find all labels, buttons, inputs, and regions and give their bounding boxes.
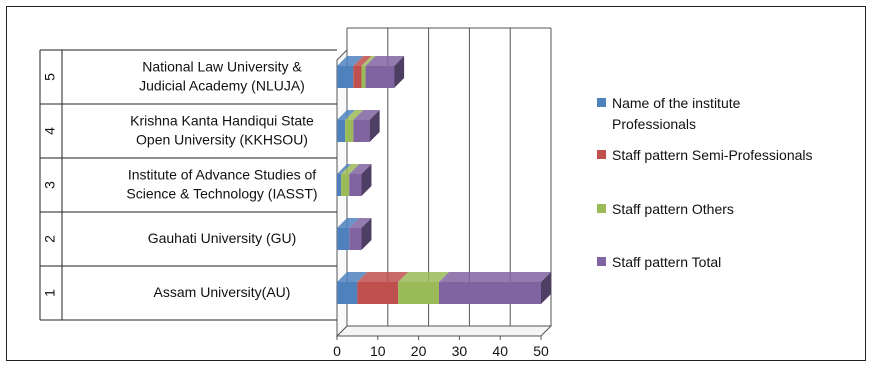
bar-5-staff-pattern-total [365, 66, 395, 88]
legend: Name of the institute Professionals Staff … [597, 95, 813, 270]
bar-3-name-of-the-institute-professionals-top [337, 164, 352, 174]
x-tick-label-50: 50 [533, 343, 549, 359]
bar-3-side [361, 164, 372, 196]
category-label-3: Institute of Advance Studies of Science &… [126, 166, 317, 201]
chart-frame [6, 6, 866, 361]
bars-layer [337, 56, 551, 304]
bar-3-name-of-the-institute-professionals [337, 174, 342, 196]
category-label-line: National Law University & [142, 58, 302, 74]
bar-4-staff-pattern-others-top [345, 110, 364, 120]
x-tick-label-30: 30 [452, 343, 468, 359]
category-label-1: Assam University(AU) [154, 284, 291, 300]
legend-entry-line: Staff pattern Total [612, 254, 721, 270]
legend-swatch-2 [597, 204, 606, 213]
category-index-1: 1 [42, 289, 58, 297]
category-index-5: 5 [42, 73, 58, 81]
bar-4-name-of-the-institute-professionals [337, 120, 346, 142]
bar-4-staff-pattern-total [353, 120, 370, 142]
bar-3-staff-pattern-total [349, 174, 362, 196]
chart-floor [335, 325, 553, 337]
bar-1-name-of-the-institute-professionals [337, 282, 358, 304]
legend-swatch-0 [597, 98, 606, 107]
bar-2-name-of-the-institute-professionals [337, 228, 350, 250]
bar-1-staff-pattern-others-top [398, 272, 449, 282]
legend-swatch-3 [597, 257, 606, 266]
legend-entry-line: Staff pattern Others [612, 201, 734, 217]
bar-5-staff-pattern-total-top [365, 56, 405, 66]
category-label-line: Open University (KKHSOU) [136, 131, 308, 147]
bar-2-name-of-the-institute-professionals-top [337, 218, 360, 228]
bar-5-side [394, 56, 405, 88]
labels-layer: 1 Assam University(AU) 2 Gauhati University… [42, 58, 318, 300]
bar-5-staff-pattern-others [361, 66, 366, 88]
category-label-line: Krishna Kanta Handiqui State [130, 112, 314, 128]
bar-3-staff-pattern-others [341, 174, 350, 196]
category-label-line: Gauhati University (GU) [148, 230, 297, 246]
bar-1-side [541, 272, 551, 304]
category-label-line: Institute of Advance Studies of [128, 166, 316, 182]
x-tick-label-40: 40 [492, 343, 508, 359]
bar-1-staff-pattern-others [398, 282, 439, 304]
legend-entry-1: Staff pattern Semi-Professionals [612, 147, 813, 163]
bar-1-name-of-the-institute-professionals-top [337, 272, 368, 282]
category-label-5: National Law University & Judicial Academ… [139, 58, 305, 93]
legend-entry-line: Professionals [612, 116, 696, 132]
legend-entry-2: Staff pattern Others [612, 201, 734, 217]
category-label-4: Krishna Kanta Handiqui State Open Univers… [130, 112, 314, 147]
bar-4-side [369, 110, 380, 142]
bar-2-side [361, 218, 372, 250]
legend-entry-3: Staff pattern Total [612, 254, 721, 270]
category-label-2: Gauhati University (GU) [148, 230, 297, 246]
bar-4-staff-pattern-total-top [353, 110, 380, 120]
x-tick-label-0: 0 [333, 343, 341, 359]
category-label-line: Assam University(AU) [154, 284, 291, 300]
category-index-4: 4 [42, 127, 58, 135]
category-index-3: 3 [42, 181, 58, 189]
category-label-line: Judicial Academy (NLUJA) [139, 77, 305, 93]
bar-2-staff-pattern-total-top [349, 218, 372, 228]
bar-5-name-of-the-institute-professionals-top [337, 56, 364, 66]
x-tick-label-10: 10 [370, 343, 386, 359]
bar-1-staff-pattern-total-top [439, 272, 551, 282]
bar-1-staff-pattern-total [439, 282, 541, 304]
bar-5-staff-pattern-semi-professionals-top [353, 56, 372, 66]
bar-4-name-of-the-institute-professionals-top [337, 110, 356, 120]
legend-swatch-1 [597, 150, 606, 159]
bar-1-staff-pattern-semi-professionals-top [357, 272, 409, 282]
bar-5-staff-pattern-others-top [361, 56, 376, 66]
legend-entry-line: Staff pattern Semi-Professionals [612, 147, 813, 163]
bar-3-staff-pattern-others-top [341, 164, 360, 174]
category-label-line: Science & Technology (IASST) [126, 185, 317, 201]
bar-2-staff-pattern-total [349, 228, 362, 250]
bar-3-staff-pattern-total-top [349, 164, 372, 174]
x-tick-label-20: 20 [411, 343, 427, 359]
legend-entry-line: Name of the institute [612, 95, 741, 111]
legend-entry-0: Name of the institute Professionals [612, 95, 741, 132]
bar-4-staff-pattern-others [345, 120, 354, 142]
x-axis-ticks: 0 10 20 30 40 50 [333, 336, 549, 359]
bar-5-staff-pattern-semi-professionals [353, 66, 362, 88]
category-index-2: 2 [42, 235, 58, 243]
bar-1-staff-pattern-semi-professionals [357, 282, 399, 304]
bar-5-name-of-the-institute-professionals [337, 66, 354, 88]
